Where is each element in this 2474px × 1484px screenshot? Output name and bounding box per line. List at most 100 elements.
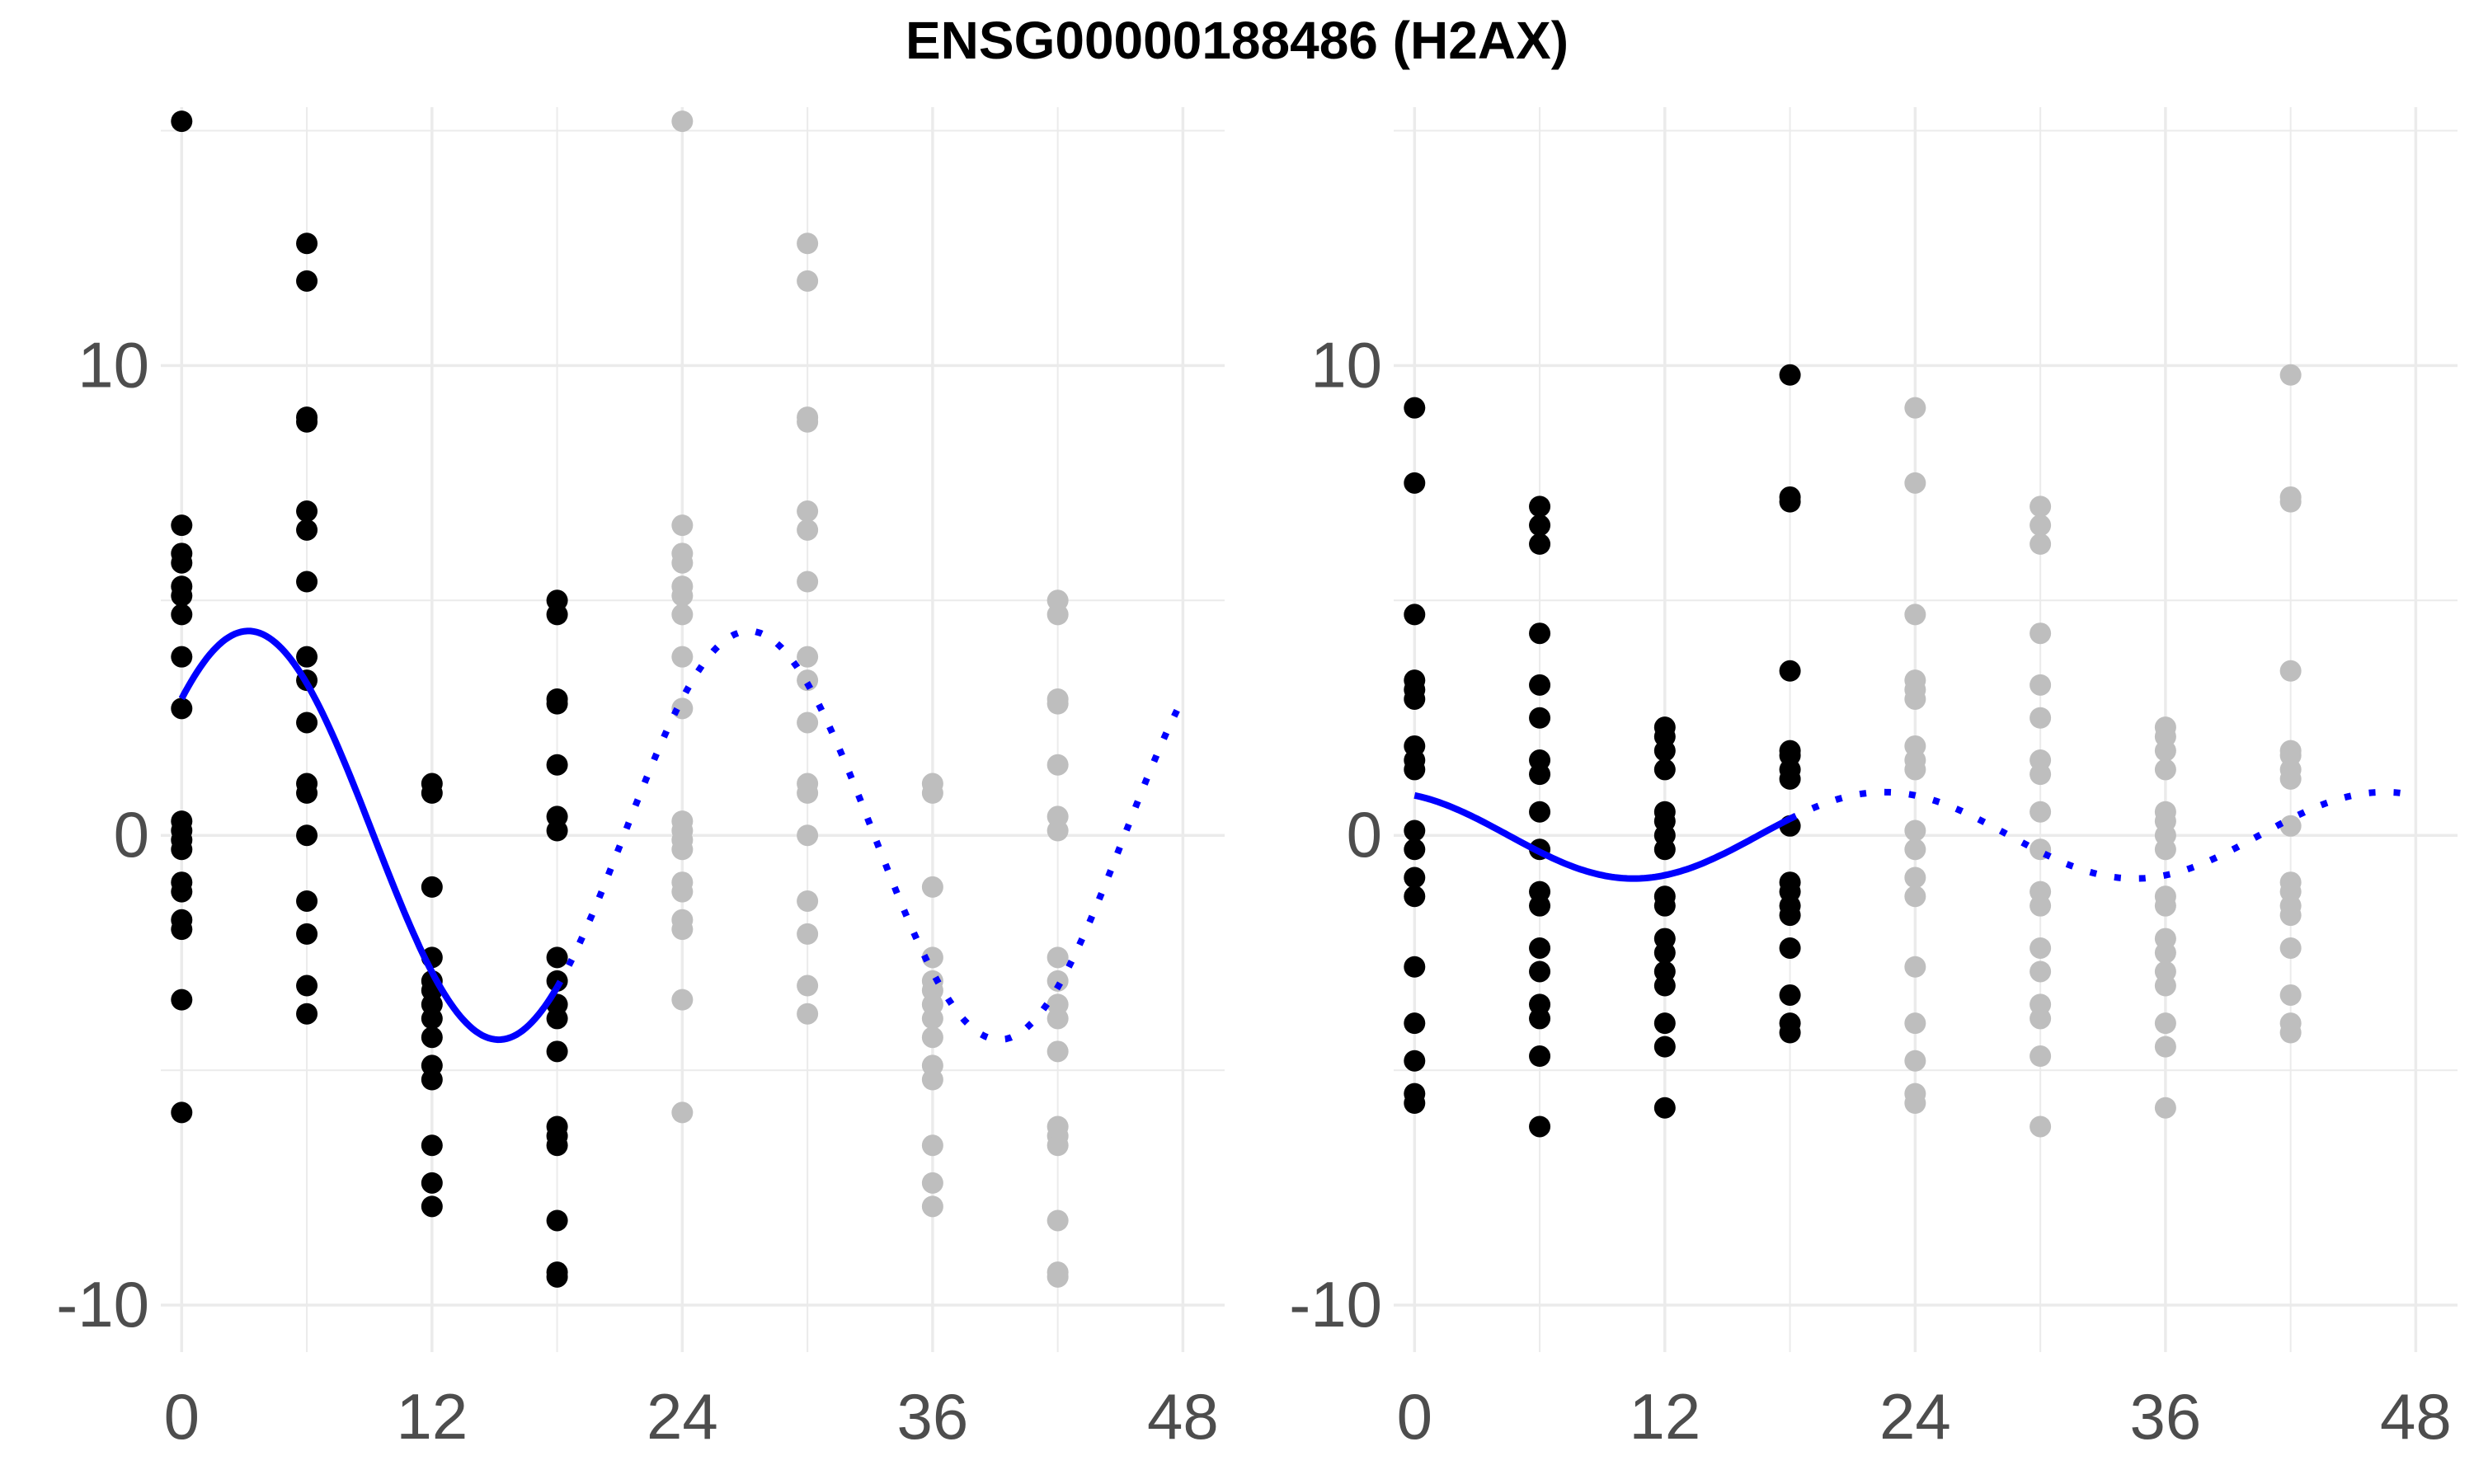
repeated-data-point xyxy=(2279,937,2302,959)
repeated-data-point xyxy=(671,646,694,668)
data-point xyxy=(1779,364,1801,386)
repeated-data-point xyxy=(2030,1007,2052,1030)
x-tick-label: 12 xyxy=(396,1380,468,1453)
data-point xyxy=(296,923,318,945)
data-point xyxy=(1653,942,1676,964)
repeated-data-point xyxy=(1047,1209,1069,1232)
data-point xyxy=(1529,1007,1551,1030)
repeated-data-point xyxy=(1047,970,1069,992)
repeated-data-point xyxy=(2030,707,2052,729)
data-point xyxy=(1404,1012,1426,1035)
data-point xyxy=(296,1003,318,1025)
data-point xyxy=(421,1172,443,1194)
data-point xyxy=(1653,1012,1676,1035)
data-point xyxy=(1404,838,1426,861)
data-point xyxy=(1779,491,1801,513)
data-point xyxy=(171,881,193,903)
data-point xyxy=(421,1026,443,1049)
repeated-data-point xyxy=(1047,1040,1069,1063)
data-point xyxy=(1653,758,1676,781)
data-point xyxy=(296,411,318,433)
data-point xyxy=(1529,801,1551,823)
repeated-data-point xyxy=(797,974,819,997)
chart-title: ENSG00000188486 (H2AX) xyxy=(905,11,1569,70)
repeated-data-point xyxy=(921,946,943,969)
data-point xyxy=(296,270,318,292)
repeated-data-point xyxy=(2279,904,2302,927)
repeated-data-point xyxy=(1904,472,1926,494)
data-point xyxy=(546,1007,568,1030)
repeated-data-point xyxy=(797,571,819,593)
repeated-data-point xyxy=(797,646,819,668)
data-point xyxy=(296,232,318,255)
repeated-data-point xyxy=(797,411,819,433)
data-point xyxy=(546,693,568,715)
data-point xyxy=(1404,885,1426,908)
y-tick-label: -10 xyxy=(1289,1268,1382,1341)
data-point xyxy=(171,603,193,626)
data-point xyxy=(171,646,193,668)
data-point xyxy=(1653,740,1676,762)
data-point xyxy=(1404,1050,1426,1072)
repeated-data-point xyxy=(797,711,819,734)
data-point xyxy=(1529,674,1551,696)
data-point xyxy=(421,1195,443,1218)
repeated-data-point xyxy=(1047,1266,1069,1288)
data-point xyxy=(546,1134,568,1157)
repeated-data-point xyxy=(797,1003,819,1025)
repeated-data-point xyxy=(2154,942,2176,964)
data-point xyxy=(1404,472,1426,494)
data-point xyxy=(421,1007,443,1030)
data-point xyxy=(1653,1097,1676,1119)
repeated-data-point xyxy=(2030,937,2052,959)
repeated-data-point xyxy=(797,890,819,912)
data-point xyxy=(1653,838,1676,861)
repeated-data-point xyxy=(1904,956,1926,978)
x-tick-label: 24 xyxy=(1879,1380,1951,1453)
repeated-data-point xyxy=(1904,885,1926,908)
data-point xyxy=(421,1134,443,1157)
data-point xyxy=(546,603,568,626)
data-point xyxy=(296,571,318,593)
data-point xyxy=(171,918,193,941)
repeated-data-point xyxy=(1904,1050,1926,1072)
repeated-data-point xyxy=(2154,740,2176,762)
repeated-data-point xyxy=(921,1172,943,1194)
data-point xyxy=(171,697,193,720)
repeated-data-point xyxy=(797,232,819,255)
x-tick-label: 48 xyxy=(2380,1380,2452,1453)
repeated-data-point xyxy=(1047,1134,1069,1157)
repeated-data-point xyxy=(921,1026,943,1049)
x-tick-label: 0 xyxy=(164,1380,200,1453)
repeated-data-point xyxy=(2279,491,2302,513)
repeated-data-point xyxy=(921,1068,943,1091)
repeated-data-point xyxy=(2030,763,2052,786)
repeated-data-point xyxy=(671,585,694,607)
repeated-data-point xyxy=(671,838,694,861)
repeated-data-point xyxy=(2154,838,2176,861)
y-tick-label: 10 xyxy=(78,328,149,401)
repeated-data-point xyxy=(671,989,694,1011)
repeated-data-point xyxy=(2030,1045,2052,1068)
repeated-data-point xyxy=(2279,364,2302,386)
repeated-data-point xyxy=(2154,1012,2176,1035)
data-point xyxy=(1404,397,1426,419)
repeated-data-point xyxy=(2030,495,2052,518)
repeated-data-point xyxy=(2030,514,2052,537)
repeated-data-point xyxy=(2279,660,2302,682)
data-point xyxy=(1529,707,1551,729)
repeated-data-point xyxy=(671,918,694,941)
fit-line-solid xyxy=(178,627,561,1044)
x-tick-label: 36 xyxy=(2129,1380,2201,1453)
data-point xyxy=(1404,866,1426,889)
data-point xyxy=(1404,688,1426,710)
x-tick-label: 48 xyxy=(1147,1380,1219,1453)
repeated-data-point xyxy=(797,923,819,945)
repeated-data-point xyxy=(797,669,819,692)
repeated-data-point xyxy=(671,881,694,903)
repeated-data-point xyxy=(1904,603,1926,626)
data-point xyxy=(546,1266,568,1288)
data-point xyxy=(1404,758,1426,781)
data-point xyxy=(296,890,318,912)
